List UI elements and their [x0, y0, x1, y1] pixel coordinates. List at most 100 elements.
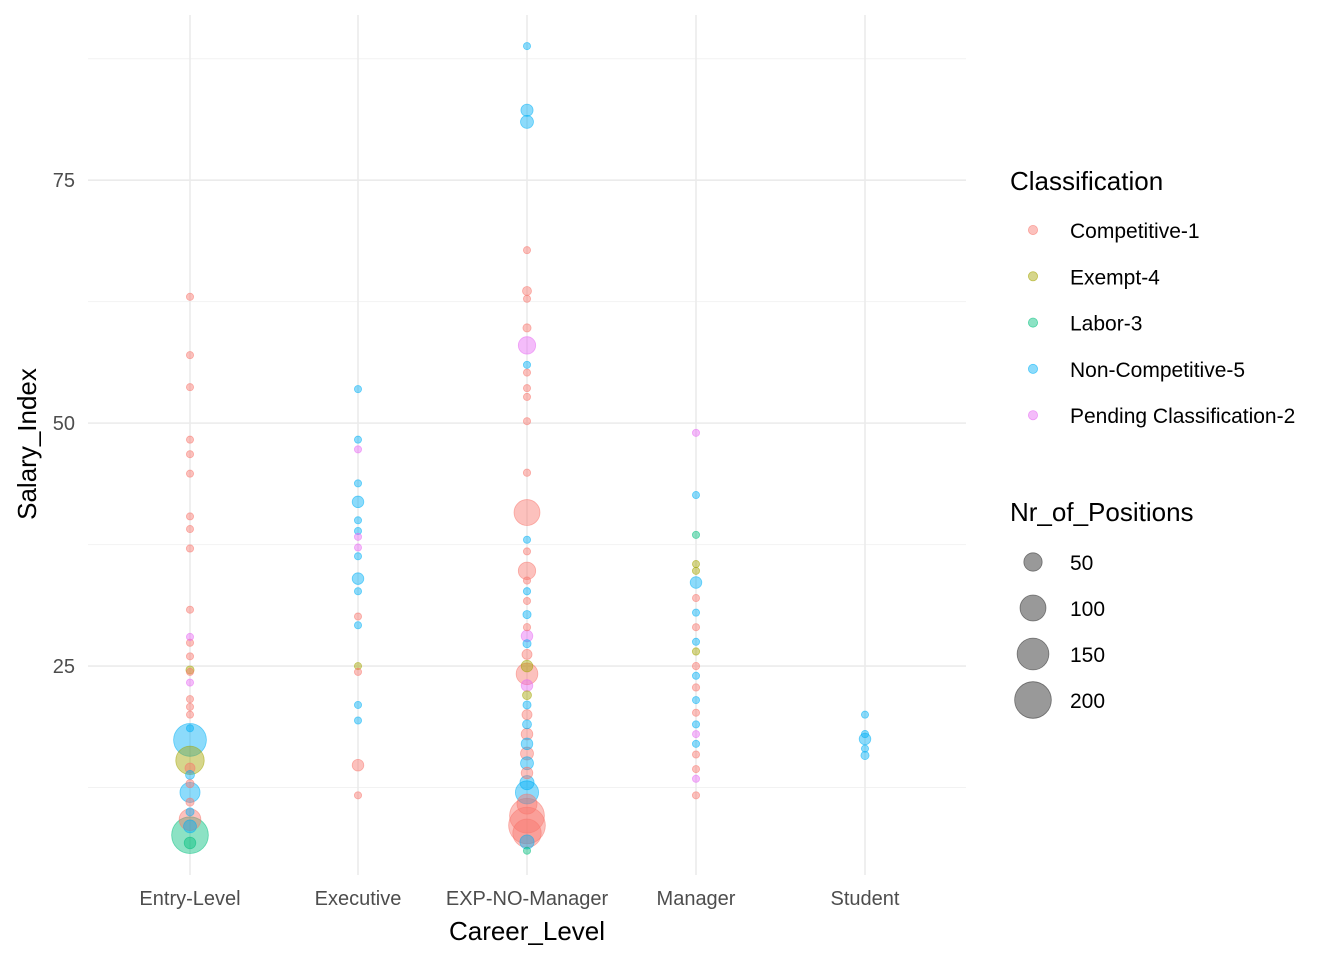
data-point	[692, 594, 701, 603]
size-legend-label: 200	[1070, 690, 1105, 713]
x-tick-label: Student	[831, 888, 900, 910]
data-point	[185, 383, 194, 392]
data-point	[353, 445, 362, 454]
data-point	[522, 286, 532, 296]
data-point	[691, 683, 701, 692]
data-point	[353, 700, 362, 709]
data-point	[692, 623, 701, 632]
legend-key-dot	[1028, 224, 1039, 235]
data-point	[520, 756, 534, 771]
data-point	[692, 608, 701, 617]
legend-entry-label: Non-Competitive-5	[1070, 359, 1245, 382]
data-point	[353, 662, 362, 671]
x-axis-title: Career_Level	[449, 916, 605, 946]
data-point	[522, 587, 532, 596]
data-point	[353, 532, 362, 541]
data-point	[185, 450, 194, 459]
data-point	[520, 766, 534, 780]
data-point	[185, 779, 195, 789]
data-point	[185, 292, 194, 301]
data-point	[513, 499, 541, 526]
data-point	[523, 392, 532, 401]
data-point	[353, 516, 362, 525]
color-legend: Classification Competitive-1 Exempt-4 Labo…	[1010, 166, 1295, 428]
color-legend-title: Classification	[1010, 166, 1163, 196]
data-point	[692, 428, 701, 437]
data-point	[185, 695, 194, 704]
data-point	[520, 103, 534, 117]
data-point	[521, 648, 533, 660]
size-legend-key	[1016, 637, 1050, 671]
data-point	[522, 468, 532, 477]
data-point	[353, 667, 362, 676]
x-tick-label: EXP-NO-Manager	[446, 888, 609, 910]
data-point	[523, 846, 532, 855]
data-point	[353, 435, 362, 444]
data-point	[185, 807, 195, 817]
data-points	[171, 42, 872, 855]
data-point	[692, 720, 701, 729]
data-point	[185, 469, 194, 478]
data-point	[185, 678, 194, 687]
data-point	[692, 708, 701, 717]
data-point	[353, 612, 362, 621]
data-point	[185, 652, 194, 661]
data-point	[185, 435, 194, 444]
data-point	[692, 566, 701, 575]
data-point	[523, 360, 532, 369]
data-point	[351, 758, 365, 772]
data-point	[517, 336, 537, 355]
data-point	[353, 716, 362, 725]
data-point	[185, 770, 195, 780]
data-point	[353, 543, 362, 552]
data-point	[520, 629, 534, 643]
y-axis-tick-labels: 25 50 75	[53, 170, 75, 678]
data-point	[351, 572, 365, 585]
data-point	[185, 351, 194, 360]
data-point	[689, 576, 703, 589]
data-point	[184, 762, 196, 774]
data-point	[183, 836, 197, 850]
data-point	[692, 791, 701, 800]
data-point	[692, 671, 701, 680]
data-point	[353, 479, 362, 488]
data-point	[861, 744, 870, 753]
size-legend-key	[1019, 594, 1047, 622]
data-point	[185, 605, 194, 614]
data-point	[692, 730, 701, 739]
size-legend-title: Nr_of_Positions	[1010, 497, 1194, 527]
data-point	[522, 323, 532, 333]
x-tick-label: Manager	[657, 888, 736, 910]
data-point	[523, 42, 532, 51]
data-point	[185, 512, 194, 521]
data-point	[520, 679, 534, 692]
data-point	[185, 710, 194, 719]
y-tick-label: 75	[53, 170, 75, 192]
data-point	[517, 561, 537, 580]
data-point	[692, 774, 701, 783]
data-point	[861, 710, 870, 719]
x-tick-label: Entry-Level	[139, 888, 240, 910]
size-legend-label: 50	[1070, 552, 1093, 575]
data-point	[353, 791, 362, 800]
data-point	[692, 696, 701, 705]
size-legend-key	[1023, 552, 1043, 572]
data-point	[522, 623, 532, 632]
legend-key-dot	[1028, 410, 1039, 421]
data-point	[183, 819, 197, 834]
data-point	[692, 750, 701, 759]
x-tick-label: Executive	[315, 888, 402, 910]
data-point	[173, 723, 207, 757]
data-point	[185, 632, 194, 641]
data-point	[185, 525, 194, 534]
data-point	[523, 596, 532, 605]
data-point	[692, 739, 701, 748]
data-point	[185, 638, 194, 647]
y-axis-title: Salary_Index	[12, 368, 42, 520]
data-point	[351, 495, 365, 509]
grid-lines	[88, 15, 966, 875]
data-point	[523, 547, 532, 556]
data-point	[353, 587, 362, 596]
legend-key-dot	[1028, 363, 1039, 374]
data-point	[185, 667, 194, 676]
